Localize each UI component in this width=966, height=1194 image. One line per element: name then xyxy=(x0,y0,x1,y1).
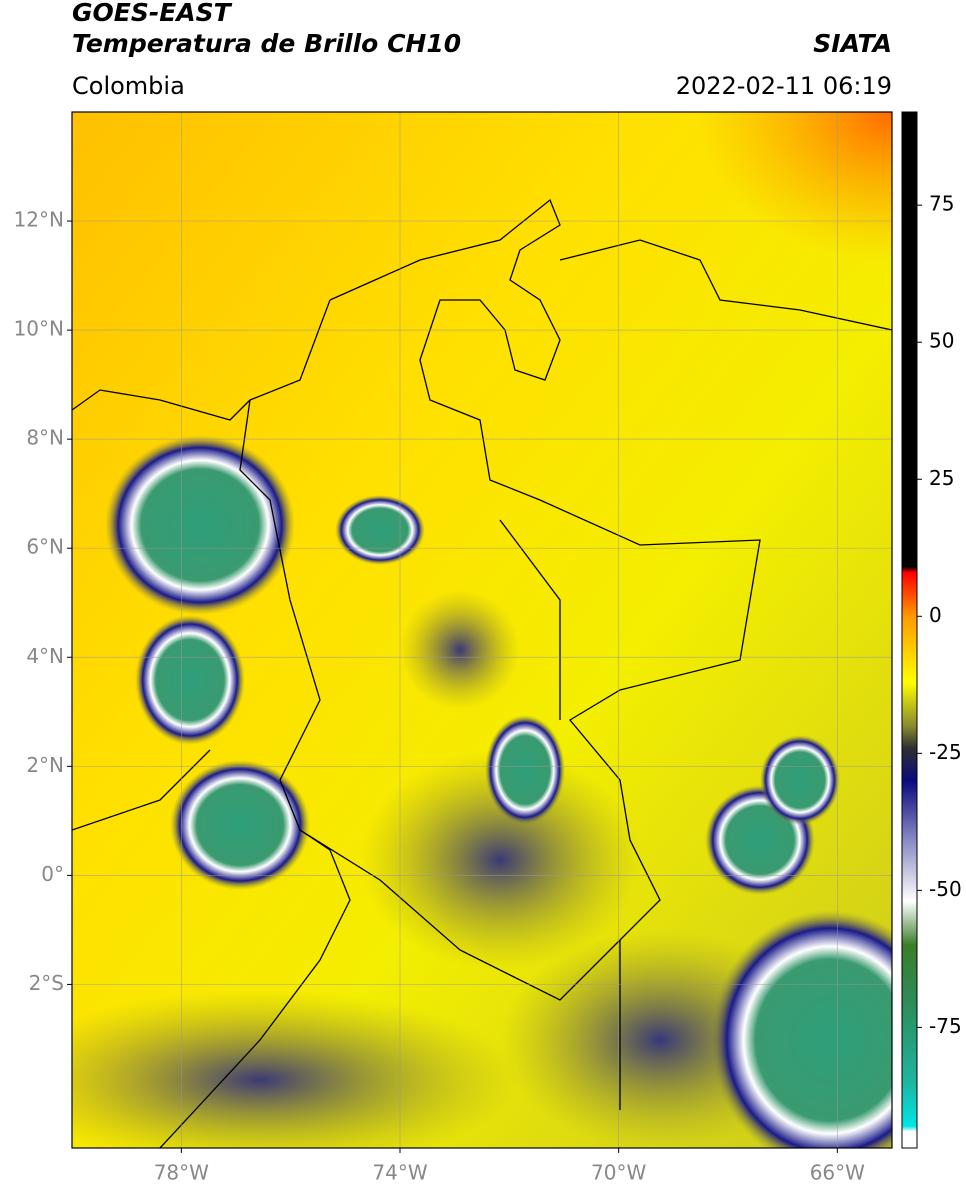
colorbar-tick-label: -25 xyxy=(929,740,962,764)
region-label: Colombia xyxy=(72,72,185,100)
y-tick-label: 0° xyxy=(41,862,64,886)
cloud xyxy=(335,495,425,565)
y-tick-label: 8°N xyxy=(26,426,64,450)
colorbar-tick-label: -50 xyxy=(929,877,962,901)
x-tick-label: 66°W xyxy=(810,1161,865,1185)
colorbar-tick-label: 0 xyxy=(929,603,942,627)
y-tick-label: 10°N xyxy=(14,317,64,341)
cloud xyxy=(710,910,892,1148)
axis-ticks: 78°W 74°W 70°W 66°W 12°N 10°N 8°N 6°N 4°N 2°N 0° 2°… xyxy=(14,208,866,1185)
product-title: Temperatura de Brillo CH10 xyxy=(72,29,461,58)
x-tick-label: 70°W xyxy=(591,1161,646,1185)
datetime-label: 2022-02-11 06:19 xyxy=(676,72,892,100)
haze xyxy=(360,750,640,970)
map-image xyxy=(72,112,892,1148)
boundaries xyxy=(72,198,761,1148)
colorbar-tick-label: 50 xyxy=(929,329,954,353)
colorbar xyxy=(901,111,918,1149)
y-tick-label: 12°N xyxy=(14,208,64,232)
satellite-title: GOES-EAST xyxy=(72,0,233,27)
cloud xyxy=(105,435,295,615)
x-tick-label: 74°W xyxy=(372,1161,427,1185)
haze xyxy=(72,990,520,1148)
grid xyxy=(72,112,892,1148)
cloud xyxy=(170,760,310,890)
x-tick-label: 78°W xyxy=(154,1161,209,1185)
colorbar-ticks: 75 50 25 0 -25 -50 -75 xyxy=(917,192,962,1038)
cloud xyxy=(135,615,245,745)
y-tick-label: 2°S xyxy=(29,971,64,995)
cloud xyxy=(760,735,840,825)
coastline xyxy=(559,239,892,331)
haze xyxy=(400,590,520,710)
colorbar-tick-label: 25 xyxy=(929,466,954,490)
y-tick-label: 6°N xyxy=(26,535,64,559)
colorbar-tick-label: 75 xyxy=(929,192,954,216)
colorbar-tick-label: -75 xyxy=(929,1014,962,1038)
source-label: SIATA xyxy=(813,29,892,58)
warm-region xyxy=(500,112,892,412)
y-tick-label: 4°N xyxy=(26,644,64,668)
y-tick-label: 2°N xyxy=(26,753,64,777)
map-frame xyxy=(71,111,893,1149)
cloud xyxy=(485,715,565,825)
